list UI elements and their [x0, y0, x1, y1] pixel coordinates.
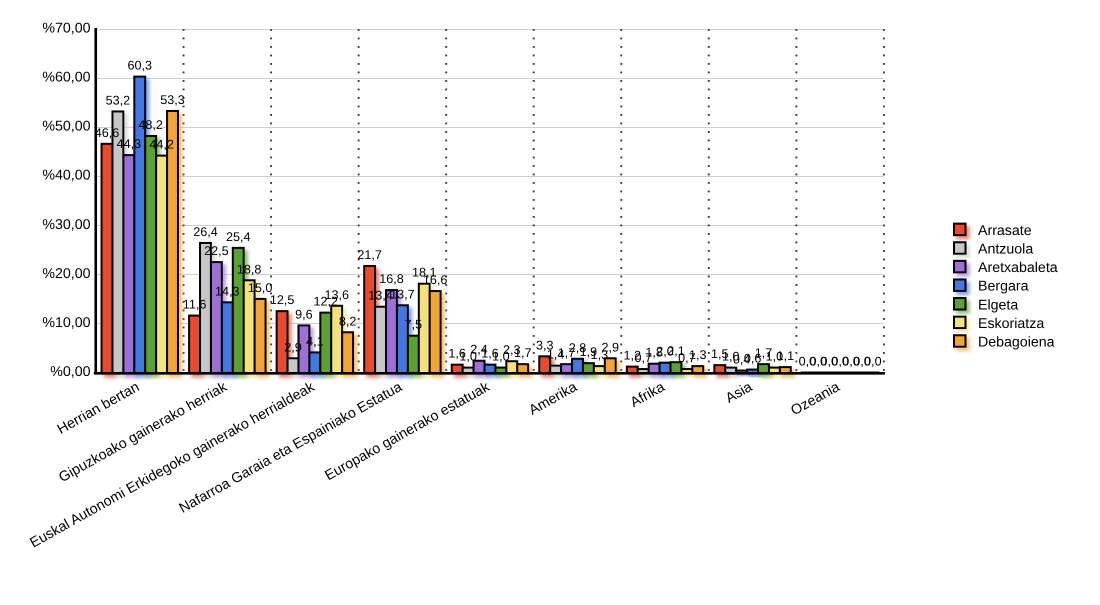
- svg-text:1,7: 1,7: [755, 346, 773, 360]
- svg-text:18,8: 18,8: [237, 262, 262, 276]
- svg-text:1,6: 1,6: [448, 347, 466, 361]
- svg-text:1,7: 1,7: [558, 346, 576, 360]
- svg-text:0,0: 0,0: [864, 355, 882, 369]
- svg-text:1,2: 1,2: [624, 349, 642, 363]
- svg-text:Aretxabaleta: Aretxabaleta: [978, 260, 1058, 276]
- svg-text:0,0: 0,0: [842, 355, 860, 369]
- svg-text:1,0: 1,0: [722, 350, 740, 364]
- svg-text:12,2: 12,2: [314, 295, 339, 309]
- svg-text:46,6: 46,6: [95, 126, 120, 140]
- svg-text:53,3: 53,3: [160, 93, 185, 107]
- svg-text:%70,00: %70,00: [42, 21, 90, 37]
- svg-text:7,5: 7,5: [405, 318, 423, 332]
- svg-text:1,8: 1,8: [645, 346, 663, 360]
- svg-text:1,3: 1,3: [689, 348, 707, 362]
- svg-text:0,6: 0,6: [744, 352, 762, 366]
- svg-text:%60,00: %60,00: [42, 70, 90, 86]
- svg-text:25,4: 25,4: [226, 230, 251, 244]
- svg-text:Elgeta: Elgeta: [978, 297, 1018, 313]
- svg-text:1,0: 1,0: [492, 350, 510, 364]
- svg-text:48,2: 48,2: [138, 118, 163, 132]
- svg-text:1,0: 1,0: [766, 350, 784, 364]
- svg-text:2,4: 2,4: [470, 343, 488, 357]
- svg-text:2,8: 2,8: [569, 341, 587, 355]
- svg-text:1,7: 1,7: [514, 346, 532, 360]
- svg-text:Debagoiena: Debagoiena: [978, 335, 1055, 351]
- svg-text:44,3: 44,3: [117, 137, 142, 151]
- svg-text:11,6: 11,6: [183, 298, 207, 312]
- svg-text:8,2: 8,2: [339, 314, 357, 328]
- svg-text:Eskoriatza: Eskoriatza: [978, 316, 1044, 332]
- svg-text:1,1: 1,1: [777, 349, 795, 363]
- svg-text:53,2: 53,2: [106, 93, 131, 107]
- svg-text:16,8: 16,8: [379, 272, 404, 286]
- svg-text:21,7: 21,7: [357, 248, 382, 262]
- svg-text:2,0: 2,0: [656, 345, 674, 359]
- svg-text:1,4: 1,4: [547, 348, 565, 362]
- svg-text:1,9: 1,9: [580, 345, 598, 359]
- svg-text:0,7: 0,7: [678, 351, 696, 365]
- svg-text:13,7: 13,7: [390, 287, 415, 301]
- svg-text:0,0: 0,0: [853, 355, 871, 369]
- svg-text:%40,00: %40,00: [42, 168, 90, 184]
- svg-text:Antzuola: Antzuola: [978, 242, 1033, 258]
- svg-text:4,1: 4,1: [306, 334, 324, 348]
- svg-text:2,1: 2,1: [667, 344, 685, 358]
- svg-text:13,6: 13,6: [324, 288, 349, 302]
- svg-text:0,4: 0,4: [733, 353, 751, 367]
- svg-text:0,0: 0,0: [810, 355, 828, 369]
- svg-text:2,9: 2,9: [601, 340, 619, 354]
- svg-text:60,3: 60,3: [128, 59, 153, 73]
- svg-text:1,3: 1,3: [591, 348, 609, 362]
- svg-text:0,0: 0,0: [820, 355, 838, 369]
- svg-text:Bergara: Bergara: [978, 279, 1029, 295]
- svg-text:9,6: 9,6: [295, 307, 313, 321]
- svg-text:1,0: 1,0: [459, 350, 477, 364]
- svg-text:22,5: 22,5: [204, 244, 229, 258]
- svg-text:0,7: 0,7: [634, 351, 652, 365]
- svg-text:44,2: 44,2: [149, 138, 174, 152]
- svg-text:18,1: 18,1: [412, 266, 437, 280]
- svg-text:16,6: 16,6: [423, 273, 448, 287]
- svg-text:0,0: 0,0: [799, 355, 817, 369]
- svg-text:13,4: 13,4: [368, 289, 393, 303]
- svg-text:%50,00: %50,00: [42, 119, 90, 135]
- svg-text:2,9: 2,9: [284, 340, 302, 354]
- svg-text:14,3: 14,3: [215, 284, 240, 298]
- svg-text:Arrasate: Arrasate: [978, 223, 1032, 239]
- svg-text:%20,00: %20,00: [42, 266, 90, 282]
- svg-text:15,0: 15,0: [248, 281, 273, 295]
- svg-text:0,0: 0,0: [831, 355, 849, 369]
- svg-text:%30,00: %30,00: [42, 217, 90, 233]
- svg-text:26,4: 26,4: [193, 225, 218, 239]
- svg-text:1,6: 1,6: [481, 347, 499, 361]
- svg-text:3,3: 3,3: [536, 338, 554, 352]
- svg-text:2,3: 2,3: [503, 343, 521, 357]
- svg-text:1,5: 1,5: [711, 347, 729, 361]
- svg-text:12,5: 12,5: [270, 293, 295, 307]
- svg-text:%10,00: %10,00: [42, 315, 90, 331]
- svg-text:%0,00: %0,00: [50, 364, 90, 380]
